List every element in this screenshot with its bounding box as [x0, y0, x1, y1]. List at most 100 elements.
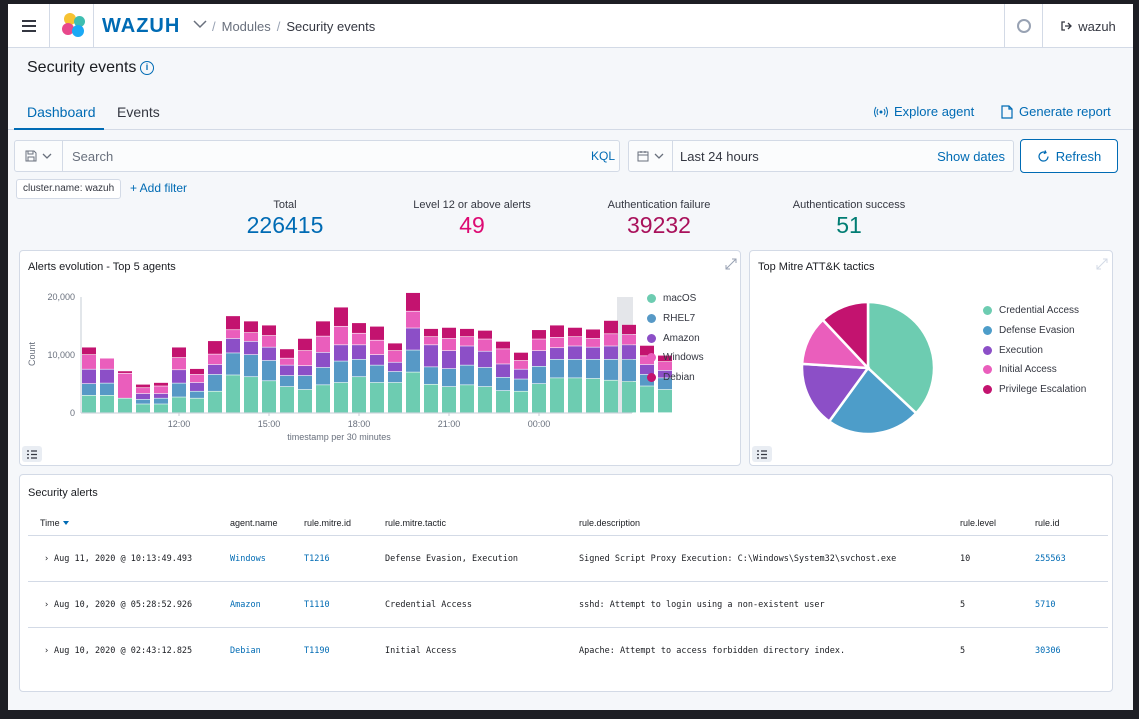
column-header-time[interactable]: Time [40, 518, 69, 528]
kql-toggle[interactable]: KQL [590, 149, 615, 163]
bar-segment[interactable] [334, 326, 348, 345]
bar-segment[interactable] [442, 327, 456, 339]
filter-pill[interactable]: cluster.name: wazuh [16, 179, 122, 199]
bar-segment[interactable] [334, 345, 348, 361]
bar-segment[interactable] [352, 359, 366, 377]
menu-button[interactable] [8, 4, 50, 48]
bar-segment[interactable] [100, 358, 114, 369]
legend-item[interactable]: macOS [647, 289, 704, 309]
bar-segment[interactable] [478, 339, 492, 351]
bar-segment[interactable] [568, 337, 582, 346]
bar-segment[interactable] [370, 365, 384, 383]
bar-segment[interactable] [244, 332, 258, 342]
bar-segment[interactable] [298, 389, 312, 413]
bar-segment[interactable] [460, 328, 474, 337]
bar-segment[interactable] [460, 385, 474, 413]
bar-segment[interactable] [442, 386, 456, 413]
legend-item[interactable]: Defense Evasion [983, 321, 1086, 341]
bar-segment[interactable] [406, 311, 420, 328]
bar-segment[interactable] [280, 365, 294, 376]
bar-segment[interactable] [244, 341, 258, 355]
cell-mitre-id[interactable]: T1110 [304, 600, 330, 610]
legend-item[interactable]: Windows [647, 348, 704, 368]
bar-segment[interactable] [604, 320, 618, 334]
bar-segment[interactable] [622, 324, 636, 335]
bar-segment[interactable] [622, 345, 636, 360]
bar-segment[interactable] [496, 349, 510, 364]
bar-segment[interactable] [640, 386, 654, 413]
bar-segment[interactable] [82, 347, 96, 355]
bar-segment[interactable] [298, 338, 312, 351]
bar-segment[interactable] [298, 350, 312, 366]
bar-segment[interactable] [406, 292, 420, 311]
date-range[interactable]: Last 24 hours [680, 149, 759, 164]
bar-segment[interactable] [622, 334, 636, 345]
bar-segment[interactable] [658, 370, 672, 378]
bar-segment[interactable] [478, 351, 492, 368]
bar-segment[interactable] [460, 346, 474, 365]
expand-row-icon[interactable]: › [44, 554, 50, 564]
bar-segment[interactable] [514, 360, 528, 369]
bar-segment[interactable] [460, 365, 474, 385]
bar-segment[interactable] [658, 361, 672, 371]
bar-segment[interactable] [388, 343, 402, 351]
bar-segment[interactable] [406, 350, 420, 372]
bar-segment[interactable] [208, 364, 222, 375]
bar-segment[interactable] [352, 345, 366, 360]
bar-segment[interactable] [298, 375, 312, 390]
bar-segment[interactable] [226, 375, 240, 413]
bar-segment[interactable] [280, 375, 294, 387]
bar-segment[interactable] [370, 340, 384, 355]
bar-segment[interactable] [316, 385, 330, 413]
explore-agent-button[interactable]: Explore agent [874, 104, 974, 119]
cell-mitre-id[interactable]: T1190 [304, 646, 330, 656]
bar-segment[interactable] [244, 377, 258, 413]
bar-segment[interactable] [226, 330, 240, 339]
bar-segment[interactable] [370, 382, 384, 413]
bar-segment[interactable] [586, 378, 600, 413]
bar-segment[interactable] [226, 353, 240, 375]
bar-segment[interactable] [532, 330, 546, 339]
bar-segment[interactable] [154, 398, 168, 404]
user-menu[interactable]: wazuh [1042, 4, 1133, 48]
bar-segment[interactable] [190, 391, 204, 398]
legend-item[interactable]: Amazon [647, 328, 704, 348]
bar-segment[interactable] [586, 329, 600, 339]
column-header-mitre-tactic[interactable]: rule.mitre.tactic [385, 518, 447, 528]
bar-segment[interactable] [352, 323, 366, 333]
bar-segment[interactable] [388, 382, 402, 413]
pie-slice[interactable] [800, 362, 871, 424]
pie-slice[interactable] [827, 366, 918, 436]
help-button[interactable] [1004, 4, 1042, 48]
bar-segment[interactable] [226, 316, 240, 330]
cell-mitre-id[interactable]: T1216 [304, 554, 330, 564]
legend-item[interactable]: Privilege Escalation [983, 380, 1086, 400]
bar-segment[interactable] [82, 395, 96, 413]
bar-segment[interactable] [190, 374, 204, 383]
bar-segment[interactable] [352, 333, 366, 345]
expand-row-icon[interactable]: › [44, 646, 50, 656]
bar-segment[interactable] [586, 359, 600, 379]
bar-segment[interactable] [532, 384, 546, 413]
refresh-button[interactable]: Refresh [1020, 139, 1118, 173]
bar-segment[interactable] [136, 399, 150, 404]
bar-segment[interactable] [442, 338, 456, 351]
bar-segment[interactable] [136, 393, 150, 400]
bar-segment[interactable] [604, 334, 618, 346]
tab-dashboard[interactable]: Dashboard [27, 104, 96, 120]
bar-segment[interactable] [532, 350, 546, 366]
bar-segment[interactable] [190, 382, 204, 391]
bar-segment[interactable] [100, 383, 114, 395]
column-header-description[interactable]: rule.description [579, 518, 641, 528]
bar-segment[interactable] [514, 379, 528, 391]
bar-segment[interactable] [442, 350, 456, 369]
bar-segment[interactable] [406, 328, 420, 350]
bar-segment[interactable] [496, 364, 510, 378]
bar-segment[interactable] [226, 338, 240, 353]
bar-segment[interactable] [604, 380, 618, 413]
bar-segment[interactable] [658, 355, 672, 362]
bar-segment[interactable] [424, 384, 438, 413]
brand-name[interactable]: WAZUH [102, 15, 181, 37]
bar-segment[interactable] [424, 345, 438, 367]
bar-segment[interactable] [550, 378, 564, 413]
